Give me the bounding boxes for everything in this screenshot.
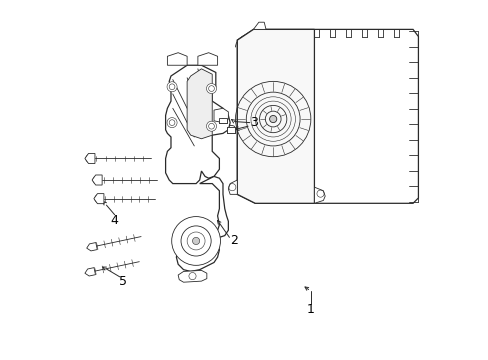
Text: 2: 2: [229, 234, 237, 247]
Polygon shape: [85, 267, 95, 276]
Polygon shape: [214, 108, 228, 123]
Circle shape: [192, 237, 199, 244]
Polygon shape: [226, 127, 234, 133]
Polygon shape: [198, 53, 217, 65]
Polygon shape: [94, 194, 104, 204]
Polygon shape: [237, 30, 418, 203]
Polygon shape: [314, 187, 325, 203]
Text: 5: 5: [119, 275, 127, 288]
Circle shape: [167, 82, 177, 92]
Polygon shape: [228, 180, 237, 194]
Polygon shape: [86, 243, 97, 251]
Polygon shape: [165, 65, 230, 184]
Circle shape: [206, 84, 216, 94]
Polygon shape: [167, 53, 187, 65]
Text: 1: 1: [306, 303, 314, 316]
Circle shape: [167, 118, 177, 128]
Polygon shape: [237, 30, 314, 203]
Polygon shape: [219, 118, 226, 123]
Polygon shape: [178, 270, 206, 282]
Polygon shape: [92, 175, 102, 185]
Circle shape: [171, 217, 220, 265]
Circle shape: [206, 121, 216, 131]
Text: 3: 3: [250, 116, 258, 129]
Polygon shape: [85, 153, 95, 163]
Polygon shape: [253, 22, 265, 30]
Polygon shape: [187, 69, 212, 139]
Text: 4: 4: [110, 214, 119, 227]
Polygon shape: [176, 176, 228, 271]
Circle shape: [269, 116, 276, 123]
